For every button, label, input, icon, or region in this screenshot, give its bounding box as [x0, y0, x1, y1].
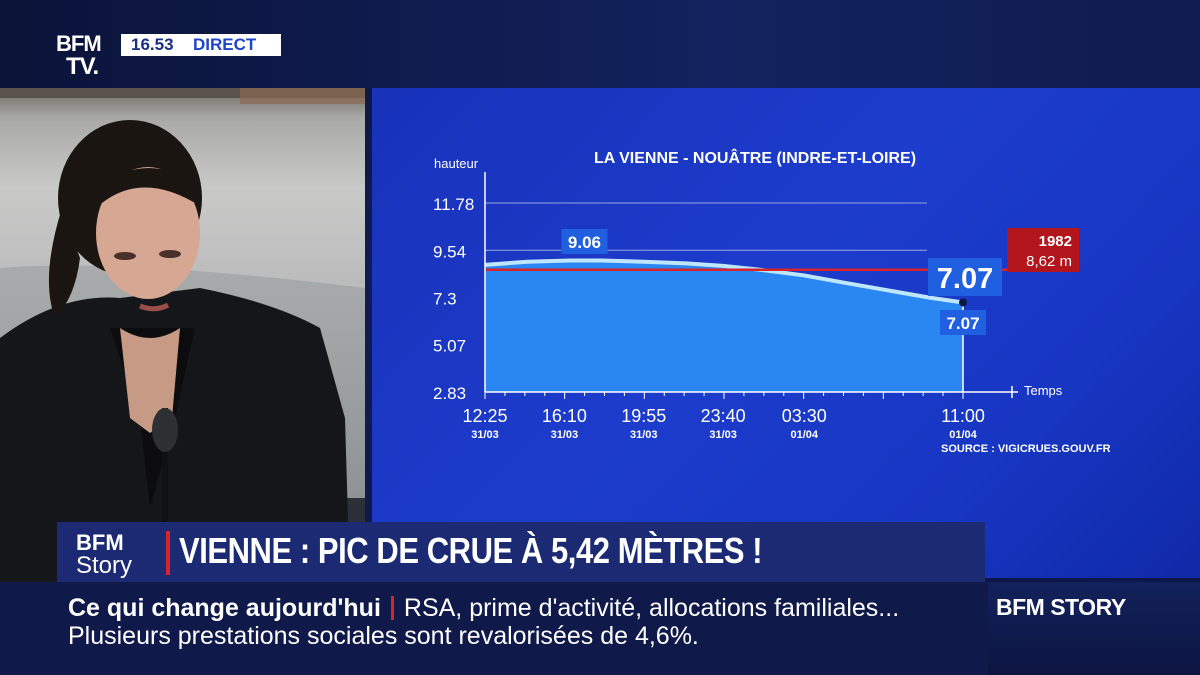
program-logo-line-1: BFM — [76, 530, 124, 555]
logo-line-1: BFM — [56, 31, 102, 56]
x-tick-date: 31/03 — [709, 429, 737, 441]
clock: 16.53 — [131, 35, 174, 54]
ticker-divider — [390, 596, 394, 620]
x-tick-date: 31/03 — [551, 429, 579, 441]
headline-divider — [166, 531, 170, 575]
y-tick-label: 11.78 — [433, 195, 474, 214]
area-fill — [485, 260, 963, 392]
channel-logo: BFM TV. — [56, 33, 118, 83]
logo-line-2: TV. — [66, 53, 99, 80]
x-axis-title: Temps — [1024, 383, 1063, 398]
water-level-chart: 11.78 9.54 7.3 5.07 2.83 12:25 31/03 16:10 31/03… — [433, 148, 1111, 455]
x-tick-time: 03:30 — [782, 406, 827, 426]
live-label: DIRECT — [193, 35, 257, 54]
program-logo-line-2: Story — [76, 552, 133, 579]
x-tick-time: 19:55 — [621, 406, 666, 426]
max-label-bg — [561, 229, 608, 254]
ticker-text-1: RSA, prime d'activité, allocations famil… — [403, 594, 900, 622]
program-panel — [988, 582, 1200, 675]
series-line — [484, 258, 964, 305]
ticker-line-2: Plusieurs prestations sociales sont reva… — [68, 622, 699, 650]
x-tick-time: 23:40 — [701, 406, 746, 426]
area-series — [484, 258, 1056, 392]
ticker-label: Ce qui change aujourd'hui — [68, 594, 381, 622]
chart-labels: 11.78 9.54 7.3 5.07 2.83 12:25 31/03 16:10 31/03… — [433, 148, 1111, 455]
y-axis-title: hauteur — [434, 156, 479, 171]
clock-badge — [121, 34, 281, 56]
chart-title: LA VIENNE - NOUÂTRE (INDRE-ET-LOIRE) — [594, 148, 916, 167]
y-tick-label: 2.83 — [433, 384, 466, 403]
source-label: SOURCE : VIGICRUES.GOUV.FR — [941, 443, 1111, 455]
y-tick-label: 5.07 — [433, 337, 466, 356]
program-name: BFM STORY — [996, 594, 1126, 620]
headline-text: VIENNE : PIC DE CRUE À 5,42 MÈTRES ! — [179, 530, 763, 571]
headline-band — [57, 522, 985, 582]
current-value-large: 7.07 — [937, 263, 993, 295]
program-logo: BFM Story — [62, 530, 162, 579]
x-tick-date: 01/04 — [949, 429, 977, 441]
studio-video — [0, 88, 365, 588]
reference-label-bg — [1007, 228, 1079, 272]
x-tick-time: 12:25 — [462, 406, 507, 426]
y-tick-label: 7.3 — [433, 290, 457, 309]
presenter-image — [0, 88, 365, 588]
ticker-line-1: Ce qui change aujourd'hui RSA, prime d'ac… — [68, 594, 899, 623]
x-tick-time: 16:10 — [542, 406, 587, 426]
chart-panel: 11.78 9.54 7.3 5.07 2.83 12:25 31/03 16:10 31/03… — [372, 88, 1200, 578]
reference-value: 8,62 m — [1026, 253, 1072, 270]
current-value-large-bg — [928, 258, 1002, 296]
x-tick-time: 11:00 — [941, 406, 985, 426]
current-point-marker — [959, 298, 967, 307]
x-tick-date: 01/04 — [790, 429, 818, 441]
news-ticker — [0, 582, 988, 675]
max-label: 9.06 — [568, 233, 601, 252]
reference-year: 1982 — [1039, 233, 1072, 250]
x-tick-date: 31/03 — [630, 429, 658, 441]
y-tick-label: 9.54 — [433, 242, 466, 261]
current-value-small: 7.07 — [946, 314, 979, 333]
axes — [484, 172, 1018, 399]
current-value-small-bg — [940, 310, 986, 335]
x-tick-date: 31/03 — [471, 429, 499, 441]
